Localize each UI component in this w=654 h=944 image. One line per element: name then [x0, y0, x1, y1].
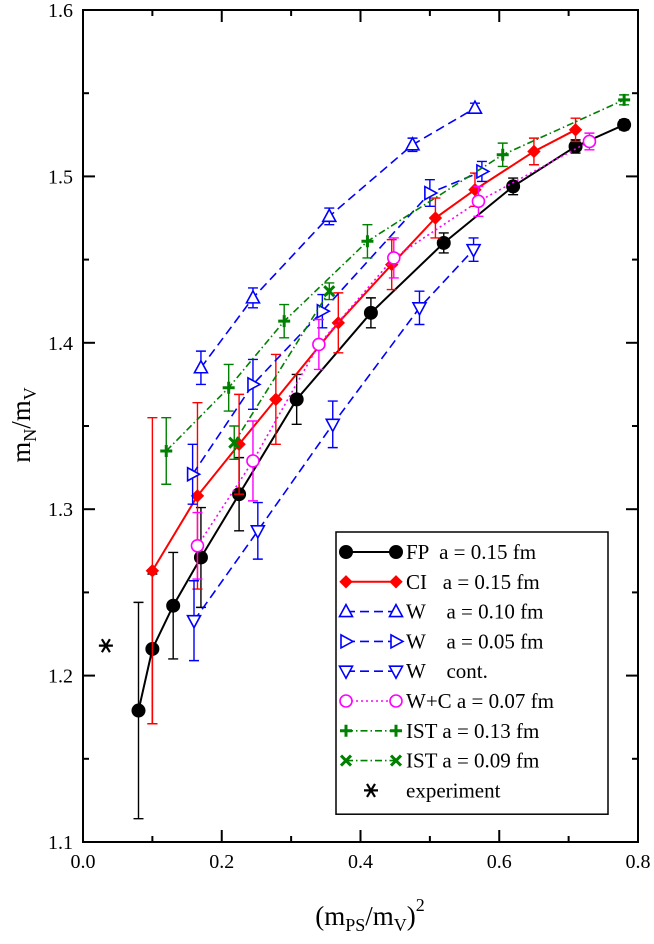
series-4: [186, 237, 482, 662]
data-point: [98, 638, 113, 653]
data-point: [582, 134, 597, 149]
legend-marker: [388, 602, 404, 618]
x-tick-label: 0.4: [348, 851, 373, 873]
data-point: [471, 194, 486, 209]
legend-box: [335, 531, 609, 815]
data-point: [436, 235, 451, 250]
data-point: [321, 207, 338, 223]
data-point: [289, 392, 304, 407]
data-point: [246, 454, 260, 468]
y-tick-label: 1.2: [48, 666, 73, 688]
x-tick-label: 0.6: [487, 851, 512, 873]
series-7: [228, 282, 336, 460]
legend-marker: [389, 545, 403, 559]
data-point: [193, 359, 209, 374]
legend-marker: [389, 694, 403, 708]
data-point: [166, 598, 181, 613]
data-point: [312, 337, 326, 352]
series-2: [193, 99, 483, 386]
legend-marker: [338, 602, 354, 618]
data-point: [506, 179, 521, 194]
legend-label: W+C a = 0.07 fm: [406, 689, 554, 713]
data-point: [324, 418, 341, 434]
data-point: [568, 123, 583, 137]
legend-marker: [340, 633, 355, 650]
legend-marker: [390, 633, 405, 650]
legend-label: W a = 0.05 fm: [406, 629, 543, 653]
series-line: [165, 99, 625, 452]
data-point: [228, 436, 241, 449]
x-tick-label: 0.0: [71, 851, 96, 873]
data-point: [323, 285, 336, 298]
series-line: [151, 128, 577, 572]
legend-marker: [340, 724, 352, 737]
series-6: [160, 93, 631, 485]
legend-marker: [388, 665, 404, 680]
data-point: [361, 235, 374, 248]
data-point: [411, 302, 428, 317]
legend-label: W a = 0.10 fm: [406, 600, 543, 624]
data-point: [617, 117, 632, 132]
y-tick-label: 1.1: [48, 832, 73, 854]
legend-marker: [364, 783, 378, 798]
legend: FP a = 0.15 fm CI a = 0.15 fm W a = 0.10 f…: [335, 531, 609, 815]
legend-label: CI a = 0.15 fm: [406, 570, 540, 594]
data-point: [404, 136, 421, 151]
plot-data: [98, 93, 632, 820]
legend-marker: [339, 694, 353, 708]
y-axis-title: mN/mV: [6, 387, 40, 463]
y-tick-label: 1.4: [48, 333, 73, 355]
data-point: [465, 243, 482, 259]
data-point: [193, 550, 208, 565]
data-point: [131, 703, 146, 718]
data-point: [467, 99, 483, 114]
data-point: [386, 251, 401, 265]
data-point: [476, 163, 491, 180]
data-point: [190, 539, 205, 553]
series-8: [98, 638, 113, 653]
data-point: [428, 211, 443, 225]
series-line: [191, 170, 483, 475]
y-tick-label: 1.6: [48, 0, 73, 22]
y-tick-label: 1.5: [48, 166, 73, 188]
legend-marker: [389, 575, 403, 589]
series-3: [186, 160, 491, 505]
x-tick-label: 0.8: [626, 851, 651, 873]
legend-label: experiment: [406, 778, 501, 802]
data-point: [618, 93, 631, 106]
legend-marker: [390, 724, 402, 737]
data-point: [190, 489, 205, 503]
data-point: [527, 144, 541, 159]
data-point: [186, 466, 202, 483]
data-point: [269, 392, 283, 407]
data-point: [496, 148, 509, 161]
x-axis-title: (mPS/mV)2: [315, 895, 425, 935]
x-tick-label: 0.2: [209, 851, 234, 873]
data-point: [186, 614, 202, 630]
series-line: [233, 290, 330, 444]
legend-marker: [339, 545, 353, 559]
legend-marker: [339, 754, 353, 767]
data-point: [424, 185, 439, 201]
legend-marker: [338, 665, 354, 680]
data-point: [249, 525, 266, 540]
data-point: [222, 381, 235, 394]
legend-label: IST a = 0.13 fm: [406, 719, 539, 743]
data-point: [145, 564, 160, 578]
legend-label: FP a = 0.15 fm: [406, 540, 536, 564]
legend-label: W cont.: [406, 659, 488, 683]
data-point: [247, 376, 262, 393]
series-5: [190, 132, 597, 580]
legend-marker: [389, 754, 403, 767]
legend-label: IST a = 0.09 fm: [406, 749, 539, 773]
legend-marker: [339, 575, 353, 589]
axis-ticks: 0.0 0.2 0.4 0.6 0.8 1.1 1.2 1.3 1.4 1.5 1.6: [48, 0, 651, 873]
y-tick-label: 1.3: [48, 499, 73, 521]
data-point: [363, 305, 378, 320]
data-point: [245, 289, 261, 304]
data-point: [278, 315, 291, 328]
data-point: [160, 444, 173, 457]
